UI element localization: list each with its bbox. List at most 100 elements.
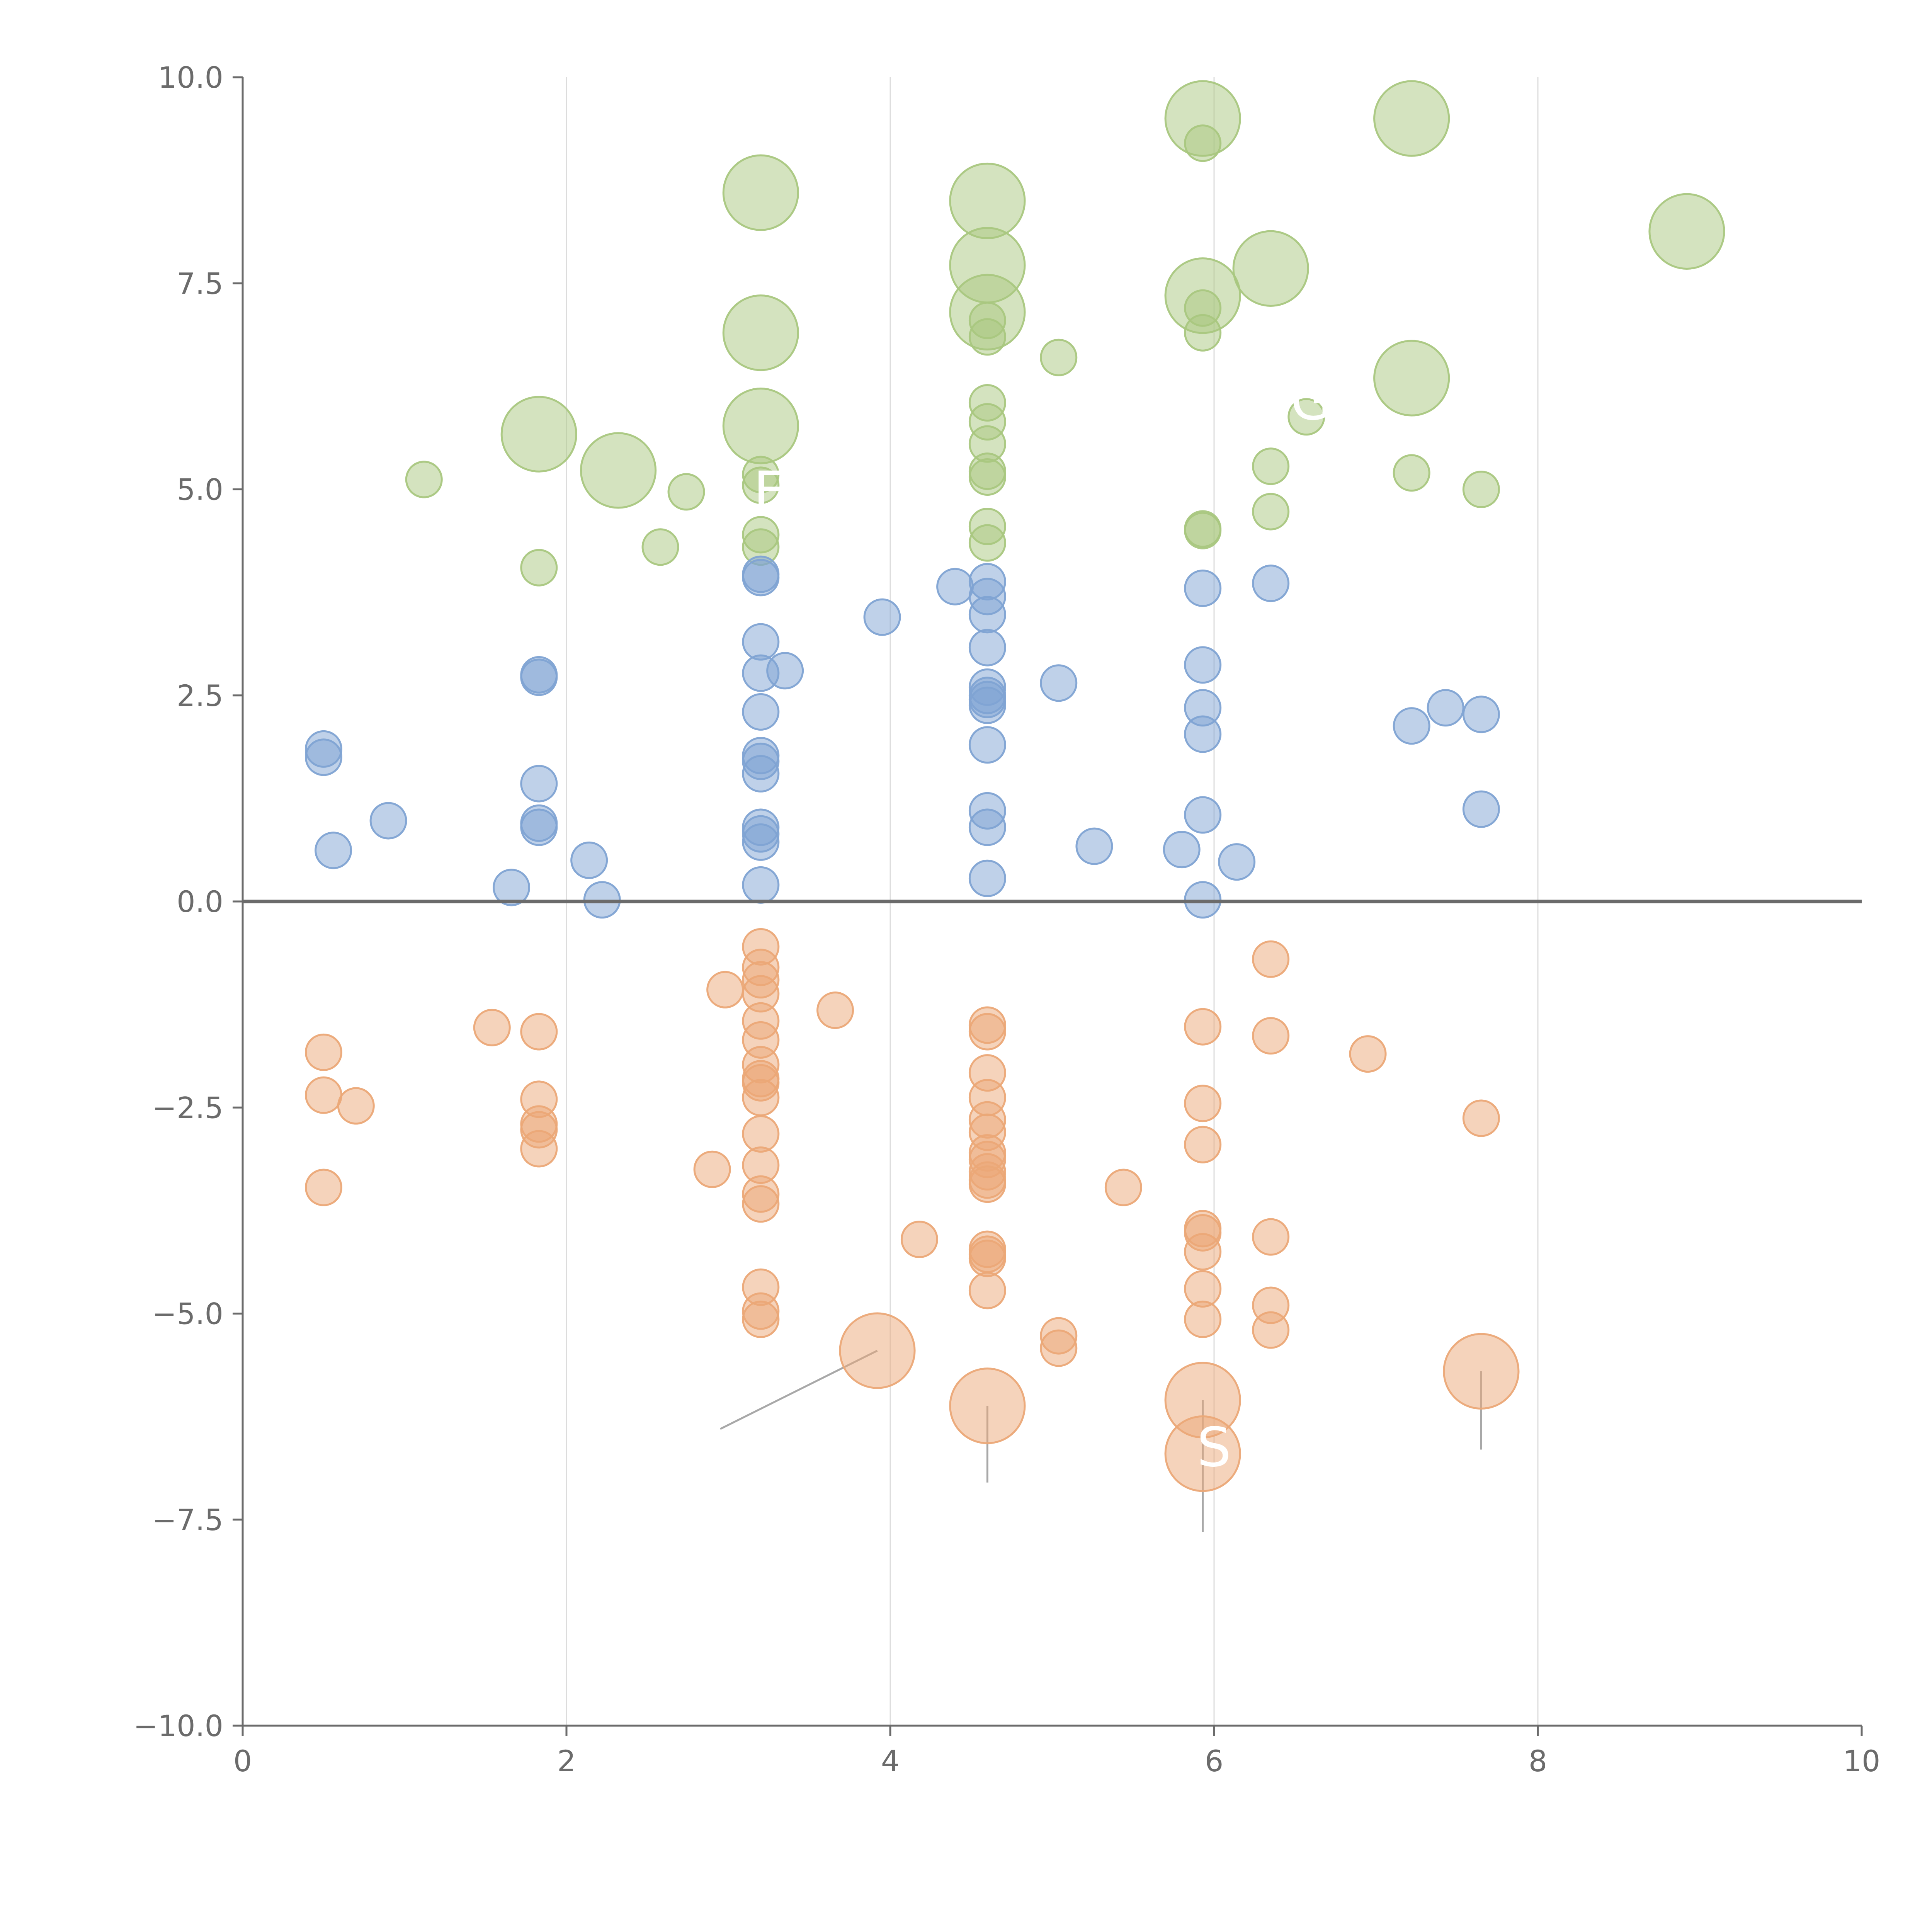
bubble-point <box>305 1033 342 1071</box>
bubble-point <box>1252 1017 1290 1055</box>
bubble-point <box>722 294 799 371</box>
bubble-point <box>1252 565 1290 602</box>
bubble-point <box>742 466 780 504</box>
y-tick-label: 2.5 <box>177 679 223 713</box>
x-axis-ticks: 0 2 4 6 8 10 <box>233 1726 1881 1778</box>
bubble-point <box>1252 1311 1290 1349</box>
y-tick-label: −5.0 <box>152 1297 223 1331</box>
y-tick-label: −7.5 <box>152 1503 223 1537</box>
bubble-point <box>580 432 657 509</box>
bubble-point <box>742 755 780 793</box>
bubble-point <box>1163 831 1201 869</box>
bubble-point <box>1184 314 1222 352</box>
x-tick-label: 10 <box>1843 1744 1881 1778</box>
bubble-point <box>1462 696 1500 733</box>
bubble-point <box>1184 124 1222 162</box>
bubble-point <box>369 802 407 840</box>
bubble-point <box>520 808 558 846</box>
bubble-point <box>1232 230 1309 307</box>
bubble-point <box>742 654 780 692</box>
series-upper <box>405 80 1725 587</box>
bubble-point <box>1373 340 1450 417</box>
bubble-point <box>1373 80 1450 157</box>
bubble-point <box>1075 827 1113 865</box>
bubble-point <box>520 1130 558 1168</box>
x-tick-label: 8 <box>1529 1744 1547 1778</box>
y-tick-label: 5.0 <box>177 473 223 507</box>
x-tick-label: 0 <box>233 1744 252 1778</box>
bubble-point <box>742 1079 780 1117</box>
bubble-point <box>949 1367 1026 1444</box>
bubble-point <box>1393 707 1430 745</box>
bubble-point <box>337 1087 375 1125</box>
bubble-point <box>1427 689 1464 727</box>
bubble-point <box>1218 843 1256 881</box>
bubble-point <box>742 1300 780 1338</box>
bubble-point <box>742 559 780 597</box>
bubble-point <box>1462 790 1500 828</box>
bubble-point <box>1184 715 1222 753</box>
bubble-point <box>1462 471 1500 508</box>
bubble-point <box>1104 1168 1142 1206</box>
bubble-point <box>1393 454 1430 492</box>
bubble-point <box>968 458 1006 496</box>
bubble-point <box>570 841 608 879</box>
bubble-point <box>1184 646 1222 684</box>
bubble-point <box>520 1013 558 1051</box>
bubble-point <box>1349 1035 1387 1073</box>
leader-lines <box>719 1350 1482 1532</box>
callout-label: F <box>753 460 784 523</box>
y-axis-ticks: −10.0 −7.5 −5.0 −2.5 0.0 2.5 5.0 7.5 10.0 <box>133 60 243 1743</box>
bubble-point <box>968 1240 1006 1277</box>
series-middle <box>305 555 1500 919</box>
bubble-point <box>1252 493 1290 531</box>
bubble-point <box>968 1013 1006 1051</box>
bubble-point <box>520 549 558 587</box>
bubble-point <box>1184 1300 1222 1338</box>
bubble-point <box>315 832 352 869</box>
bubble-point <box>305 1076 342 1114</box>
bubble-point <box>968 726 1006 764</box>
bubble-point <box>473 1009 511 1046</box>
bubble-point <box>493 869 531 906</box>
bubble-point <box>722 154 799 231</box>
series-lower <box>305 928 1520 1492</box>
bubble-point <box>936 568 974 605</box>
bubble-point <box>863 598 901 636</box>
bubble-point <box>839 1312 916 1389</box>
bubble-point <box>405 461 443 498</box>
axes <box>242 77 1862 1727</box>
bubble-point <box>1443 1333 1520 1410</box>
bubble-point <box>1252 940 1290 978</box>
bubble-point <box>968 524 1006 562</box>
bubble-point <box>1287 398 1325 436</box>
bubble-point <box>968 1272 1006 1310</box>
bubble-point <box>1184 510 1222 548</box>
bubble-point <box>305 738 342 776</box>
bubble-point <box>968 318 1006 356</box>
bubble-point <box>742 823 780 861</box>
x-tick-label: 2 <box>557 1744 576 1778</box>
bubble-point <box>968 629 1006 667</box>
bubble-point <box>742 623 780 661</box>
bubble-point <box>742 693 780 731</box>
bubble-point <box>520 656 558 694</box>
bubble-point <box>1164 1415 1241 1492</box>
callout-labels: S G F <box>753 369 1332 1479</box>
bubble-point <box>1648 193 1725 270</box>
y-tick-label: 7.5 <box>177 266 223 301</box>
callout-label: S <box>1197 1416 1231 1479</box>
bubble-point <box>305 1168 342 1206</box>
x-tick-label: 4 <box>881 1744 900 1778</box>
bubble-point <box>900 1221 938 1259</box>
y-tick-label: −10.0 <box>133 1709 223 1743</box>
bubble-point <box>1252 1218 1290 1256</box>
bubble-point <box>968 686 1006 724</box>
bubble-point <box>968 596 1006 634</box>
y-tick-label: −2.5 <box>152 1090 223 1125</box>
y-tick-label: 0.0 <box>177 884 223 919</box>
x-tick-label: 6 <box>1205 1744 1223 1778</box>
bubble-point <box>520 765 558 803</box>
bubble-point <box>1040 664 1078 702</box>
